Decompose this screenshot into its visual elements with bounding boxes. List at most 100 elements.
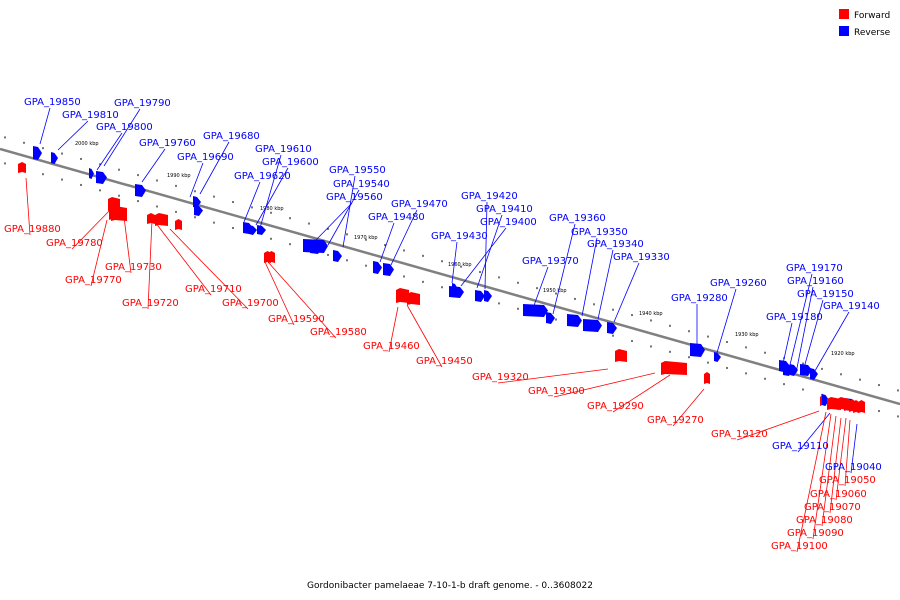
gene-label[interactable]: GPA_19170	[786, 263, 843, 274]
gene-feature[interactable]	[268, 251, 275, 263]
gene-label[interactable]: GPA_19790	[114, 98, 171, 109]
gene-label[interactable]: GPA_19540	[333, 179, 390, 190]
gene-leader-line	[801, 299, 824, 376]
gene-feature[interactable]	[690, 343, 705, 357]
gene-feature[interactable]	[800, 364, 812, 376]
gene-label[interactable]: GPA_19330	[613, 252, 670, 263]
gene-label[interactable]: GPA_19260	[710, 278, 767, 289]
gene-feature[interactable]	[243, 222, 253, 234]
gene-feature[interactable]	[567, 314, 582, 327]
gene-leader-line	[795, 286, 814, 374]
gene-feature[interactable]	[33, 146, 42, 160]
gene-label[interactable]: GPA_19420	[461, 191, 518, 202]
gene-feature[interactable]	[484, 290, 492, 302]
gene-label[interactable]: GPA_19690	[177, 152, 234, 163]
gene-feature[interactable]	[333, 250, 342, 262]
gene-feature[interactable]	[779, 360, 790, 372]
gene-label[interactable]: GPA_19590	[268, 314, 325, 325]
gene-feature[interactable]	[583, 319, 602, 332]
gene-feature[interactable]	[853, 400, 859, 413]
gene-label[interactable]: GPA_19560	[326, 192, 383, 203]
gene-feature[interactable]	[672, 362, 679, 374]
gene-label[interactable]: GPA_19050	[819, 475, 876, 486]
gene-label[interactable]: GPA_19760	[139, 138, 196, 149]
gene-label[interactable]: GPA_19070	[804, 502, 861, 513]
gene-feature[interactable]	[615, 349, 627, 362]
gene-feature[interactable]	[844, 398, 850, 411]
gene-feature[interactable]	[858, 400, 865, 413]
gene-label[interactable]: GPA_19610	[255, 144, 312, 155]
gene-feature[interactable]	[257, 225, 266, 235]
gene-label[interactable]: GPA_19340	[587, 239, 644, 250]
gene-label[interactable]: GPA_19350	[571, 227, 628, 238]
gene-label[interactable]: GPA_19090	[787, 528, 844, 539]
gene-feature[interactable]	[175, 219, 182, 230]
gene-label[interactable]: GPA_19850	[24, 97, 81, 108]
gene-feature[interactable]	[109, 209, 115, 220]
gene-leader-line	[736, 410, 820, 441]
gene-feature[interactable]	[523, 304, 548, 317]
gene-label[interactable]: GPA_19280	[671, 293, 728, 304]
gene-feature[interactable]	[704, 372, 710, 384]
gene-feature[interactable]	[51, 152, 58, 164]
gene-feature[interactable]	[407, 292, 420, 305]
gene-label[interactable]: GPA_19110	[772, 441, 829, 452]
gene-label[interactable]: GPA_19770	[65, 275, 122, 286]
gene-label[interactable]: GPA_19150	[797, 289, 854, 300]
gene-feature[interactable]	[18, 162, 26, 173]
gene-label[interactable]: GPA_19060	[810, 489, 867, 500]
gene-feature[interactable]	[135, 184, 146, 197]
gene-feature[interactable]	[155, 213, 168, 226]
gene-label[interactable]: GPA_19160	[787, 276, 844, 287]
gene-label[interactable]: GPA_19180	[766, 312, 823, 323]
gene-label[interactable]: GPA_19700	[222, 298, 279, 309]
gene-label[interactable]: GPA_19720	[122, 298, 179, 309]
gene-feature[interactable]	[475, 290, 485, 302]
gene-label[interactable]: GPA_19360	[549, 213, 606, 224]
gene-label[interactable]: GPA_19080	[796, 515, 853, 526]
gene-feature[interactable]	[96, 171, 107, 184]
gene-feature[interactable]	[373, 261, 382, 274]
gene-label[interactable]: GPA_19780	[46, 238, 103, 249]
gene-label[interactable]: GPA_19710	[185, 284, 242, 295]
gene-label[interactable]: GPA_19810	[62, 110, 119, 121]
gene-label[interactable]: GPA_19100	[771, 541, 828, 552]
gene-label[interactable]: GPA_19550	[329, 165, 386, 176]
gene-leader-line	[57, 120, 89, 151]
gene-label[interactable]: GPA_19470	[391, 199, 448, 210]
gene-label[interactable]: GPA_19140	[823, 301, 880, 312]
gene-label[interactable]: GPA_19430	[431, 231, 488, 242]
gene-label[interactable]: GPA_19370	[522, 256, 579, 267]
gene-feature[interactable]	[810, 368, 818, 380]
gene-label[interactable]: GPA_19480	[368, 212, 425, 223]
gene-label[interactable]: GPA_19450	[416, 356, 473, 367]
gene-label[interactable]: GPA_19120	[711, 429, 768, 440]
gene-label[interactable]: GPA_19300	[528, 386, 585, 397]
gene-label[interactable]: GPA_19580	[310, 327, 367, 338]
gene-feature[interactable]	[310, 241, 322, 254]
gene-label[interactable]: GPA_19880	[4, 224, 61, 235]
gene-feature[interactable]	[193, 196, 201, 208]
gene-label[interactable]: GPA_19040	[825, 462, 882, 473]
gene-label[interactable]: GPA_19270	[647, 415, 704, 426]
gene-label[interactable]: GPA_19730	[105, 262, 162, 273]
gene-feature[interactable]	[607, 322, 617, 334]
gene-label[interactable]: GPA_19400	[480, 217, 537, 228]
gene-feature[interactable]	[714, 352, 721, 362]
gene-label[interactable]: GPA_19620	[234, 171, 291, 182]
gene-label[interactable]: GPA_19290	[587, 401, 644, 412]
gene-label[interactable]: GPA_19800	[96, 122, 153, 133]
scale-label: 1960 kbp	[448, 262, 472, 268]
gene-feature[interactable]	[452, 283, 458, 295]
gene-feature[interactable]	[546, 312, 555, 324]
gene-label[interactable]: GPA_19460	[363, 341, 420, 352]
gene-feature[interactable]	[147, 213, 155, 224]
gene-label[interactable]: GPA_19600	[262, 157, 319, 168]
gene-label[interactable]: GPA_19680	[203, 131, 260, 142]
gene-feature[interactable]	[89, 168, 94, 179]
gene-label[interactable]: GPA_19320	[472, 372, 529, 383]
gene-feature[interactable]	[396, 288, 409, 303]
gene-feature[interactable]	[194, 205, 203, 216]
gene-feature[interactable]	[383, 263, 394, 276]
gene-label[interactable]: GPA_19410	[476, 204, 533, 215]
